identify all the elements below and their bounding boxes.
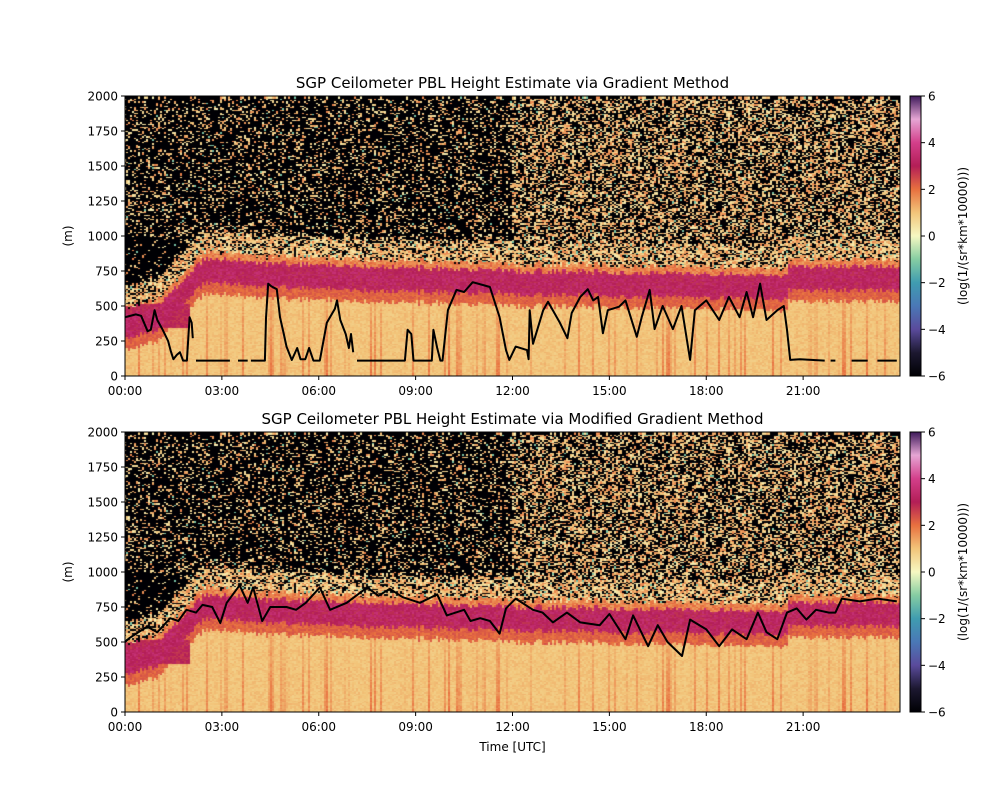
colorbar-tick-label: 0	[928, 566, 936, 580]
pbl-height-line-segment	[124, 309, 194, 362]
y-tick-label: 750	[95, 265, 118, 279]
y-tick-label: 1750	[87, 125, 118, 139]
colorbar-tick-label: 2	[928, 519, 936, 533]
heatmap-bottom	[125, 432, 900, 712]
colorbar	[909, 431, 922, 713]
y-tick-label: 250	[95, 671, 118, 685]
colorbar-tick-label: 6	[928, 90, 936, 104]
y-tick-label: 1250	[87, 531, 118, 545]
x-axis-label: Time [UTC]	[478, 740, 545, 754]
colorbar-tick-label: 2	[928, 183, 936, 197]
y-tick-label: 750	[95, 601, 118, 615]
colorbar	[909, 95, 922, 377]
colorbar-tick-label: −6	[928, 706, 946, 720]
axes-frame	[124, 431, 901, 713]
x-tick-label: 18:00	[689, 720, 724, 734]
colorbar-tick-label: −4	[928, 659, 946, 673]
chart-title: SGP Ceilometer PBL Height Estimate via G…	[296, 74, 729, 92]
colorbar-tick-label: 4	[928, 472, 936, 486]
colorbar-tick-label: −6	[928, 370, 946, 384]
x-tick-label: 12:00	[495, 384, 530, 398]
y-tick-label: 1750	[87, 461, 118, 475]
colorbar-tick-label: 6	[928, 426, 936, 440]
x-tick-label: 18:00	[689, 384, 724, 398]
pbl-height-line-segment	[357, 281, 825, 362]
y-tick-label: 2000	[87, 90, 118, 104]
pbl-height-line-segment	[124, 584, 897, 657]
colorbar-tick-label: −2	[928, 276, 946, 290]
x-tick-label: 00:00	[108, 720, 143, 734]
y-tick-label: 500	[95, 300, 118, 314]
colorbar-tick-label: 4	[928, 136, 936, 150]
pbl-height-line-segment	[250, 282, 355, 362]
y-axis-label: (m)	[61, 225, 75, 246]
x-tick-label: 15:00	[592, 720, 627, 734]
y-tick-label: 0	[110, 706, 118, 720]
x-tick-label: 09:00	[398, 720, 433, 734]
y-tick-label: 1250	[87, 195, 118, 209]
x-tick-label: 00:00	[108, 384, 143, 398]
y-tick-label: 1000	[87, 230, 118, 244]
x-tick-label: 09:00	[398, 384, 433, 398]
y-tick-label: 1500	[87, 160, 118, 174]
y-tick-label: 1500	[87, 496, 118, 510]
axes-frame	[124, 95, 901, 377]
colorbar-label: (log(1/(sr*km*10000)))	[956, 167, 970, 305]
y-tick-label: 250	[95, 335, 118, 349]
heatmap-top	[125, 96, 900, 376]
colorbar-label: (log(1/(sr*km*10000)))	[956, 503, 970, 641]
y-axis-label: (m)	[61, 561, 75, 582]
colorbar-tick-label: −4	[928, 323, 946, 337]
colorbar-tick-label: 0	[928, 230, 936, 244]
y-tick-label: 1000	[87, 566, 118, 580]
chart-title: SGP Ceilometer PBL Height Estimate via M…	[262, 410, 764, 428]
x-tick-label: 03:00	[205, 720, 240, 734]
x-tick-label: 15:00	[592, 384, 627, 398]
y-tick-label: 0	[110, 370, 118, 384]
x-tick-label: 03:00	[205, 384, 240, 398]
y-tick-label: 500	[95, 636, 118, 650]
x-tick-label: 21:00	[786, 384, 821, 398]
y-tick-label: 2000	[87, 426, 118, 440]
x-tick-label: 06:00	[301, 384, 336, 398]
x-tick-label: 06:00	[301, 720, 336, 734]
colorbar-tick-label: −2	[928, 612, 946, 626]
x-tick-label: 21:00	[786, 720, 821, 734]
x-tick-label: 12:00	[495, 720, 530, 734]
